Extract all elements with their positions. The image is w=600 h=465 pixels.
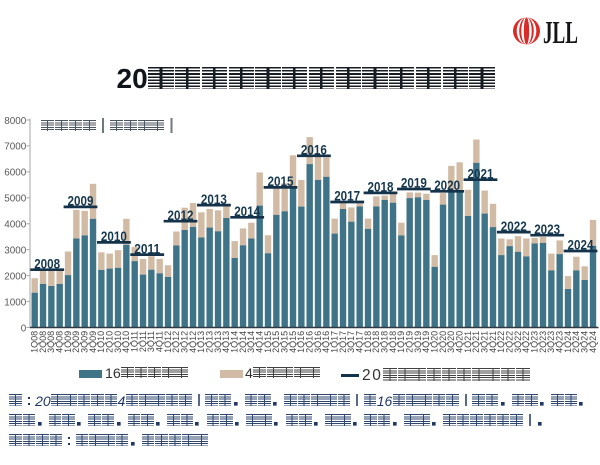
svg-text:2Q18: 2Q18 bbox=[371, 331, 381, 353]
svg-text:2Q22: 2Q22 bbox=[504, 331, 514, 353]
svg-text:2Q20: 2Q20 bbox=[438, 331, 448, 353]
svg-text:2018: 2018 bbox=[368, 180, 394, 195]
svg-text:2Q08: 2Q08 bbox=[38, 331, 48, 353]
svg-text:4Q11: 4Q11 bbox=[155, 331, 165, 352]
svg-text:4Q20: 4Q20 bbox=[454, 331, 464, 353]
svg-text:3Q14: 3Q14 bbox=[246, 331, 256, 353]
svg-text:6000: 6000 bbox=[4, 167, 26, 179]
svg-text:4Q19: 4Q19 bbox=[421, 331, 431, 353]
svg-text:3Q19: 3Q19 bbox=[413, 331, 423, 353]
svg-text:4Q10: 4Q10 bbox=[121, 331, 131, 353]
svg-text:3Q21: 3Q21 bbox=[479, 331, 489, 353]
svg-text:3Q11: 3Q11 bbox=[146, 331, 156, 352]
svg-text:2015: 2015 bbox=[268, 174, 294, 189]
svg-text:3Q16: 3Q16 bbox=[313, 331, 323, 353]
svg-text:2014: 2014 bbox=[234, 204, 260, 219]
svg-text:2010: 2010 bbox=[101, 229, 127, 244]
svg-text:2Q24: 2Q24 bbox=[571, 331, 581, 353]
svg-text:2Q16: 2Q16 bbox=[304, 331, 314, 353]
svg-text:7000: 7000 bbox=[4, 141, 26, 153]
svg-text:4Q16: 4Q16 bbox=[321, 331, 331, 353]
svg-text:1Q16: 1Q16 bbox=[296, 331, 306, 353]
svg-text:3Q10: 3Q10 bbox=[113, 331, 123, 353]
svg-text:2Q12: 2Q12 bbox=[171, 331, 181, 353]
svg-text:2Q23: 2Q23 bbox=[538, 331, 548, 353]
svg-text:3Q15: 3Q15 bbox=[279, 331, 289, 353]
svg-text:4Q12: 4Q12 bbox=[188, 331, 198, 353]
svg-text:3Q17: 3Q17 bbox=[346, 331, 356, 353]
svg-text:2Q13: 2Q13 bbox=[204, 331, 214, 353]
svg-text:1Q12: 1Q12 bbox=[163, 331, 173, 353]
svg-text:3Q09: 3Q09 bbox=[80, 331, 90, 353]
svg-text:2020: 2020 bbox=[434, 178, 460, 193]
svg-text:8000: 8000 bbox=[4, 115, 26, 127]
svg-text:4Q08: 4Q08 bbox=[55, 331, 65, 353]
svg-text:3Q18: 3Q18 bbox=[379, 331, 389, 353]
svg-text:3000: 3000 bbox=[4, 245, 26, 257]
svg-text:1000: 1000 bbox=[4, 296, 26, 308]
svg-text:3Q08: 3Q08 bbox=[46, 331, 56, 353]
svg-text:4Q09: 4Q09 bbox=[88, 331, 98, 353]
svg-text:2021: 2021 bbox=[468, 166, 494, 181]
svg-text:4Q22: 4Q22 bbox=[521, 331, 531, 353]
svg-text:3Q13: 3Q13 bbox=[213, 331, 223, 353]
svg-text:2011: 2011 bbox=[134, 241, 160, 256]
svg-text:2Q09: 2Q09 bbox=[71, 331, 81, 353]
svg-text:1Q19: 1Q19 bbox=[396, 331, 406, 353]
svg-text:4Q18: 4Q18 bbox=[388, 331, 398, 353]
svg-text:3Q23: 3Q23 bbox=[546, 331, 556, 353]
svg-text:1Q22: 1Q22 bbox=[496, 331, 506, 353]
svg-text:4Q23: 4Q23 bbox=[554, 331, 564, 353]
svg-text:1Q15: 1Q15 bbox=[263, 331, 273, 353]
svg-text:1Q18: 1Q18 bbox=[363, 331, 373, 353]
svg-text:2Q19: 2Q19 bbox=[404, 331, 414, 353]
svg-text:2024: 2024 bbox=[568, 238, 594, 253]
svg-text:1Q11: 1Q11 bbox=[130, 331, 140, 352]
svg-text:4Q13: 4Q13 bbox=[221, 331, 231, 353]
svg-text:2Q17: 2Q17 bbox=[338, 331, 348, 353]
svg-text:1Q21: 1Q21 bbox=[463, 331, 473, 353]
svg-text:4Q14: 4Q14 bbox=[254, 331, 264, 353]
svg-text:2022: 2022 bbox=[501, 219, 527, 234]
svg-text:2Q15: 2Q15 bbox=[271, 331, 281, 353]
svg-text:4Q24: 4Q24 bbox=[588, 331, 598, 353]
svg-text:0: 0 bbox=[21, 322, 27, 334]
svg-text:3Q20: 3Q20 bbox=[446, 331, 456, 353]
svg-text:4Q17: 4Q17 bbox=[354, 331, 364, 353]
svg-text:2000: 2000 bbox=[4, 270, 26, 282]
svg-text:2013: 2013 bbox=[201, 192, 227, 207]
svg-text:1Q10: 1Q10 bbox=[96, 331, 106, 353]
svg-text:2023: 2023 bbox=[534, 222, 560, 237]
svg-text:2008: 2008 bbox=[34, 256, 60, 271]
svg-text:3Q22: 3Q22 bbox=[513, 331, 523, 353]
svg-text:4000: 4000 bbox=[4, 219, 26, 231]
svg-text:2016: 2016 bbox=[301, 143, 327, 158]
svg-text:1Q13: 1Q13 bbox=[196, 331, 206, 353]
svg-text:3Q12: 3Q12 bbox=[179, 331, 189, 353]
svg-text:2012: 2012 bbox=[168, 208, 194, 223]
svg-text:2019: 2019 bbox=[401, 176, 427, 191]
svg-text:5000: 5000 bbox=[4, 193, 26, 205]
svg-text:4Q15: 4Q15 bbox=[288, 331, 298, 353]
svg-text:2009: 2009 bbox=[68, 194, 94, 209]
svg-text:1Q23: 1Q23 bbox=[529, 331, 539, 353]
svg-text:1Q14: 1Q14 bbox=[229, 331, 239, 353]
svg-text:1Q09: 1Q09 bbox=[63, 331, 73, 353]
svg-text:3Q24: 3Q24 bbox=[579, 331, 589, 353]
svg-text:1Q08: 1Q08 bbox=[30, 331, 40, 353]
svg-text:2Q11: 2Q11 bbox=[138, 331, 148, 352]
svg-text:JLL: JLL bbox=[543, 14, 578, 50]
svg-text:1Q17: 1Q17 bbox=[329, 331, 339, 353]
svg-text:1Q24: 1Q24 bbox=[563, 331, 573, 353]
svg-text:2Q21: 2Q21 bbox=[471, 331, 481, 353]
svg-text:2017: 2017 bbox=[334, 189, 360, 204]
svg-text:2Q14: 2Q14 bbox=[238, 331, 248, 353]
svg-text:1Q20: 1Q20 bbox=[429, 331, 439, 353]
svg-text:2Q10: 2Q10 bbox=[105, 331, 115, 353]
svg-text:4Q21: 4Q21 bbox=[488, 331, 498, 353]
